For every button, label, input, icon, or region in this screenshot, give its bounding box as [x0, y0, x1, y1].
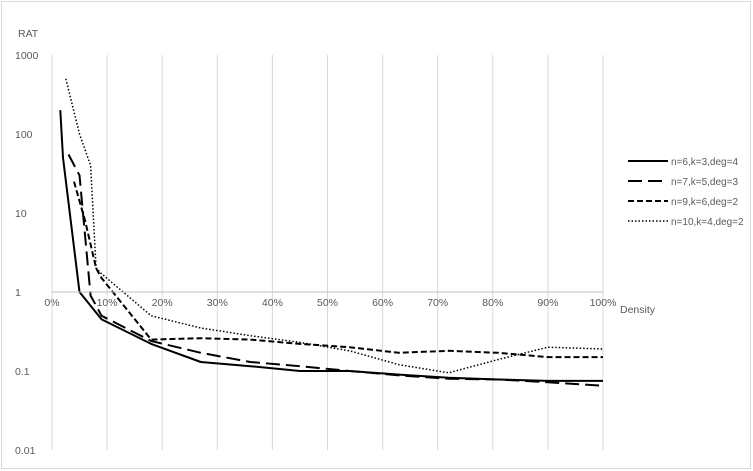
x-tick-label: 80%: [482, 297, 503, 309]
y-tick-label: 100: [15, 129, 33, 141]
legend-label-4: n=10,k=4,deg=2: [671, 217, 744, 228]
legend: n=6,k=3,deg=4 n=7,k=5,deg=3 n=9,k=6,deg=2 n…: [628, 157, 744, 228]
x-tick-label: 90%: [537, 297, 558, 309]
series-line-4: [65, 78, 604, 374]
y-axis-title: RAT: [18, 28, 39, 40]
y-tick-label: 0.01: [15, 445, 36, 457]
y-tick-label: 0.1: [15, 366, 30, 378]
series-line-1: [59, 110, 603, 382]
y-tick-label: 1: [15, 287, 21, 299]
y-tick-label: 1000: [15, 50, 39, 62]
legend-label-3: n=9,k=6,deg=2: [671, 197, 738, 208]
legend-label-1: n=6,k=3,deg=4: [671, 157, 738, 168]
axes: 0% 10% 20% 30% 40% 50% 60% 70% 80% 90% 100%0.010.1…: [15, 50, 616, 457]
x-tick-label: 70%: [427, 297, 448, 309]
x-axis-title: Density: [620, 304, 656, 316]
x-tick-label: 10%: [97, 297, 118, 309]
series-line-3: [73, 181, 603, 359]
legend-label-2: n=7,k=5,deg=3: [671, 177, 738, 188]
x-tick-label: 30%: [207, 297, 228, 309]
x-tick-label: 100%: [590, 297, 617, 309]
x-tick-label: 40%: [262, 297, 283, 309]
series-lines: [59, 78, 604, 387]
y-tick-label: 10: [15, 208, 27, 220]
x-tick-label: 60%: [372, 297, 393, 309]
x-tick-label: 20%: [152, 297, 173, 309]
x-tick-label: 50%: [317, 297, 338, 309]
gridlines: [106, 55, 604, 450]
series-line-2: [67, 154, 604, 387]
